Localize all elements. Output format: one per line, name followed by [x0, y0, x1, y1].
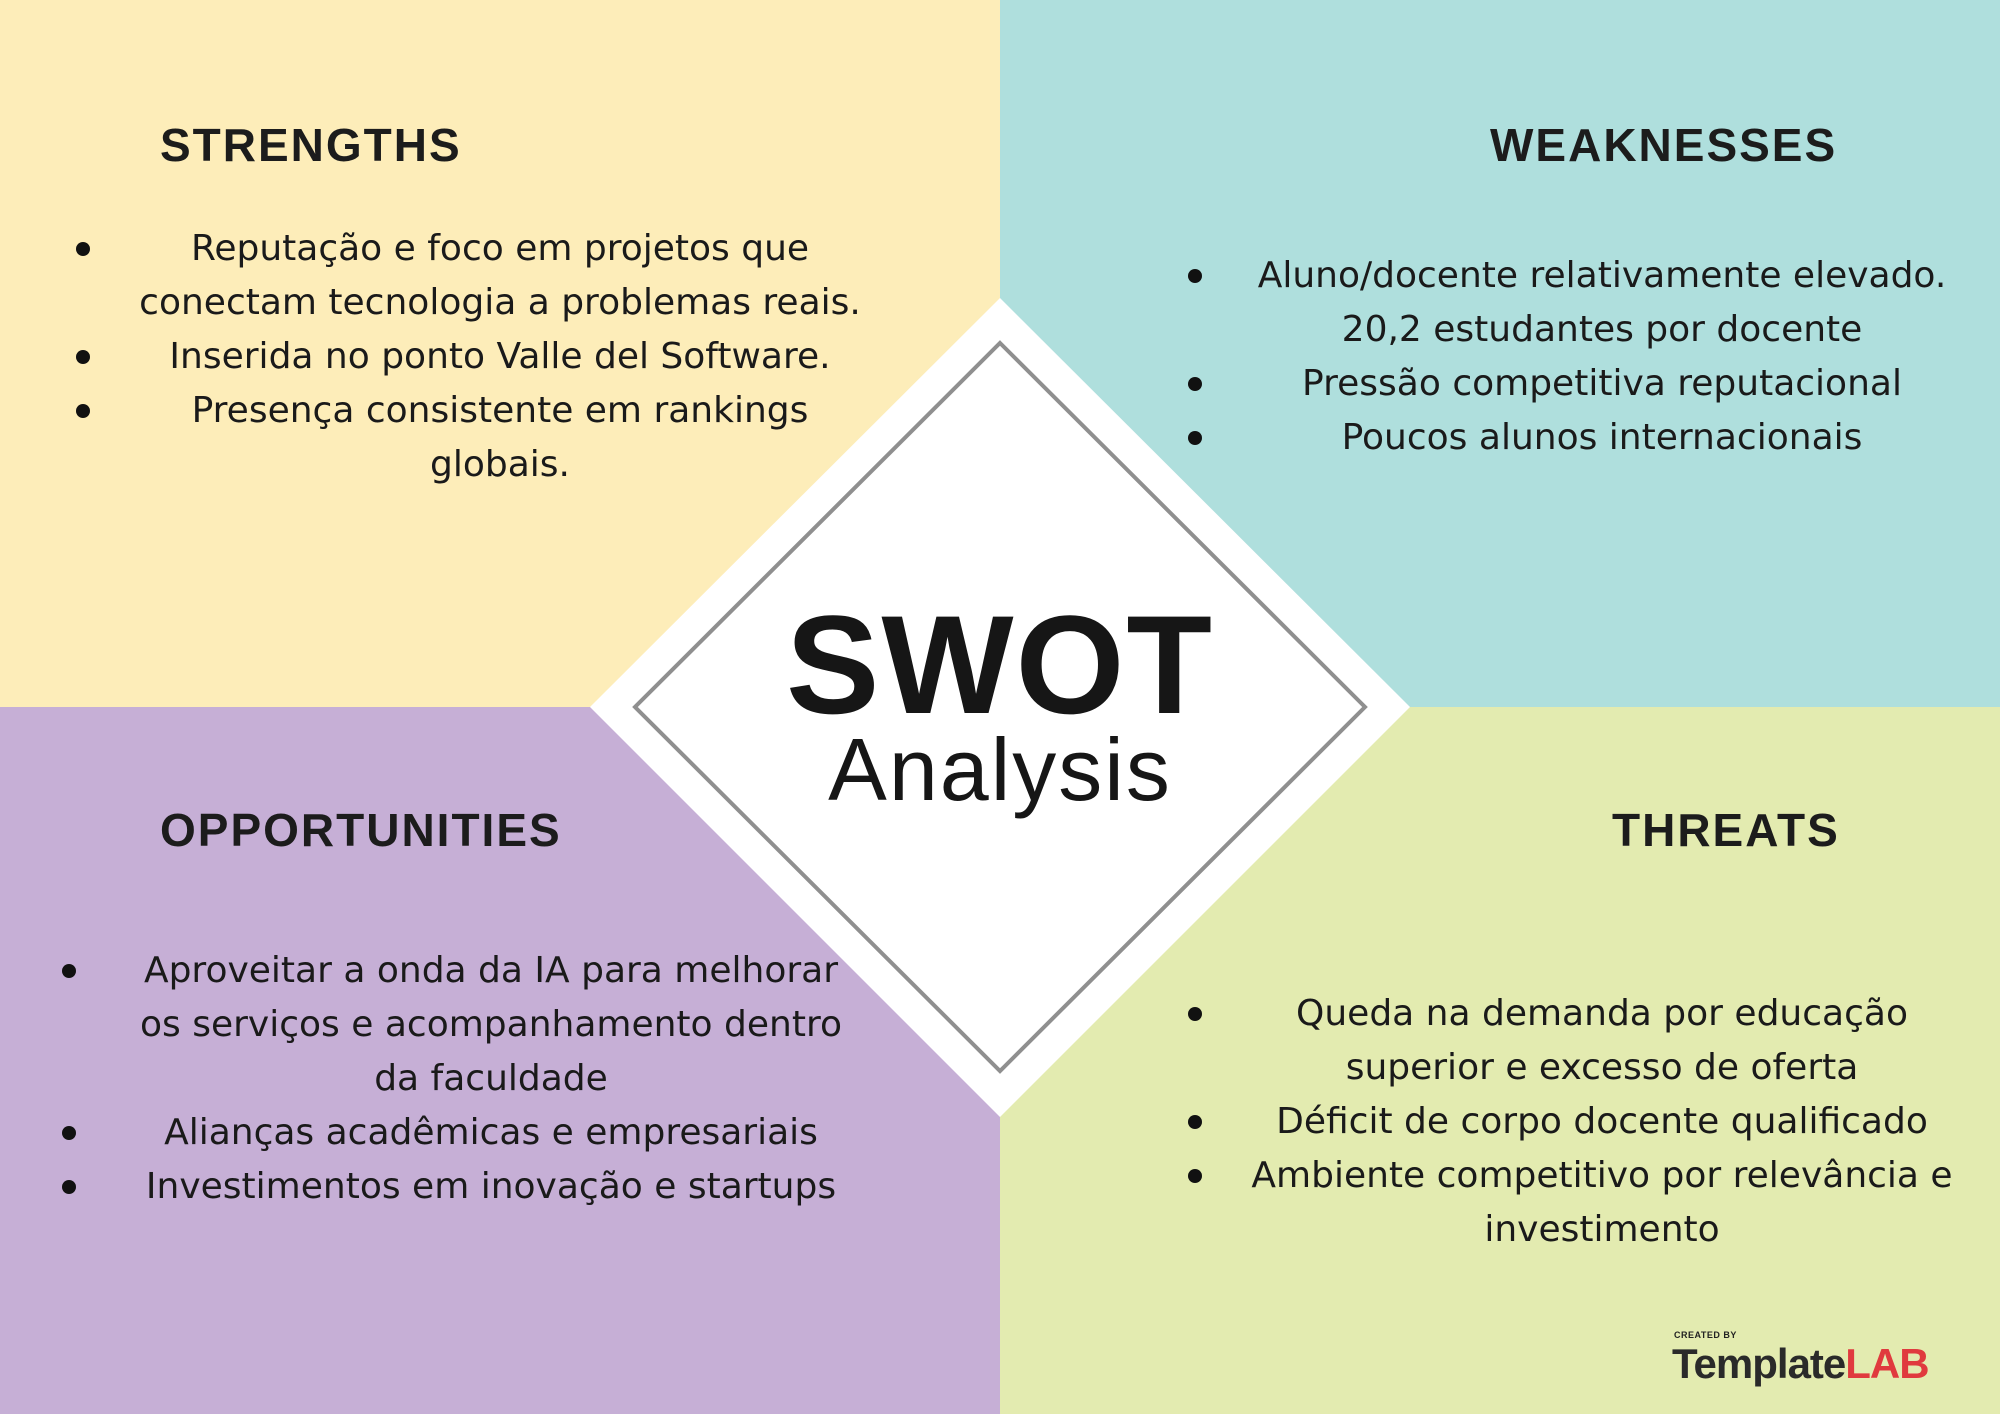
bullet-icon: [76, 404, 90, 418]
bullet-icon: [76, 242, 90, 256]
list-item: Inserida no ponto Valle del Software.: [76, 330, 866, 384]
strengths-list: Reputação e foco em projetos que conecta…: [76, 222, 866, 492]
weakness-text: Poucos alunos internacionais: [1341, 417, 1863, 458]
threat-text: Queda na demanda por educação superior e…: [1296, 993, 1908, 1088]
threats-heading: THREATS: [1612, 804, 1840, 856]
opportunity-text: Aproveitar a onda da IA para melhorar os…: [140, 950, 842, 1099]
list-item: Ambiente competitivo por relevância e in…: [1188, 1149, 1958, 1257]
bullet-icon: [62, 1180, 76, 1194]
bullet-icon: [76, 350, 90, 364]
list-item: Alianças acadêmicas e empresariais: [62, 1106, 862, 1160]
templatelab-logo: CREATED BY TemplateLAB: [1672, 1330, 1952, 1388]
threat-text: Déficit de corpo docente qualificado: [1276, 1101, 1928, 1142]
opportunities-heading: OPPORTUNITIES: [160, 804, 562, 856]
logo-brand-main: Template: [1672, 1340, 1846, 1387]
list-item: Investimentos em inovação e startups: [62, 1160, 862, 1214]
list-item: Reputação e foco em projetos que conecta…: [76, 222, 866, 330]
logo-brand: TemplateLAB: [1672, 1340, 1930, 1388]
threats-list: Queda na demanda por educação superior e…: [1188, 987, 1958, 1257]
list-item: Queda na demanda por educação superior e…: [1188, 987, 1958, 1095]
weaknesses-list: Aluno/docente relativamente elevado. 20,…: [1188, 249, 1958, 465]
logo-brand-accent: LAB: [1845, 1340, 1929, 1387]
opportunity-text: Alianças acadêmicas e empresariais: [164, 1112, 818, 1153]
strength-text: Presença consistente em rankings globais…: [191, 390, 809, 485]
bullet-icon: [1188, 377, 1202, 391]
list-item: Déficit de corpo docente qualificado: [1188, 1095, 1958, 1149]
weaknesses-heading: WEAKNESSES: [1490, 119, 1838, 171]
opportunities-list: Aproveitar a onda da IA para melhorar os…: [62, 944, 862, 1214]
bullet-icon: [1188, 431, 1202, 445]
swot-title: SWOT: [786, 586, 1214, 743]
strength-text: Reputação e foco em projetos que conecta…: [139, 228, 861, 323]
opportunity-text: Investimentos em inovação e startups: [145, 1166, 837, 1207]
weakness-text: Pressão competitiva reputacional: [1302, 363, 1902, 404]
list-item: Poucos alunos internacionais: [1188, 411, 1958, 465]
strengths-heading: STRENGTHS: [160, 119, 462, 171]
list-item: Pressão competitiva reputacional: [1188, 357, 1958, 411]
bullet-icon: [1188, 1169, 1202, 1183]
strength-text: Inserida no ponto Valle del Software.: [169, 336, 831, 377]
list-item: Aluno/docente relativamente elevado. 20,…: [1188, 249, 1958, 357]
analysis-subtitle: Analysis: [828, 720, 1172, 819]
logo-created-by: CREATED BY: [1674, 1330, 1737, 1340]
threat-text: Ambiente competitivo por relevância e in…: [1251, 1155, 1953, 1250]
list-item: Presença consistente em rankings globais…: [76, 384, 866, 492]
bullet-icon: [1188, 1115, 1202, 1129]
bullet-icon: [62, 964, 76, 978]
list-item: Aproveitar a onda da IA para melhorar os…: [62, 944, 862, 1106]
bullet-icon: [1188, 269, 1202, 283]
weakness-text: Aluno/docente relativamente elevado. 20,…: [1257, 255, 1947, 350]
bullet-icon: [62, 1126, 76, 1140]
bullet-icon: [1188, 1007, 1202, 1021]
